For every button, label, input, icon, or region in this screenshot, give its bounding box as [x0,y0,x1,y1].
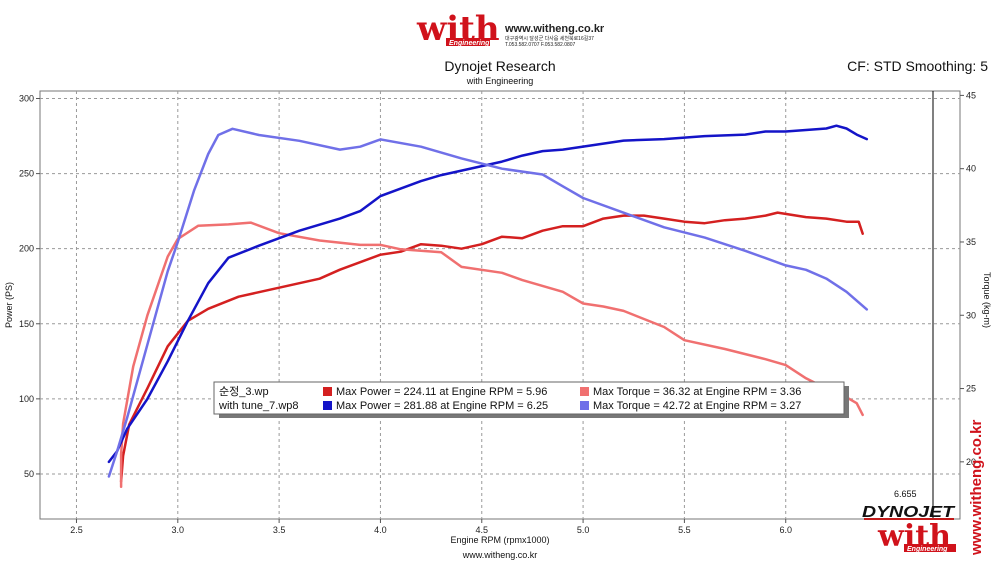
y2-tick-label: 20 [966,457,976,467]
header-logo-subtext: Engineering [449,40,490,47]
y-tick-label: 200 [19,244,34,254]
legend-swatch-run2-torque [580,401,589,410]
legend-file-2: with tune_7.wp8 [218,400,299,412]
x-tick-label: 3.5 [273,525,286,535]
y-tick-label: 150 [19,319,34,329]
x-tick-label: 4.0 [374,525,387,535]
y2-tick-label: 35 [966,237,976,247]
header-website: www.witheng.co.kr [504,23,605,35]
vertical-website: www.witheng.co.kr [968,420,985,556]
series-line-run2-torque [107,127,869,478]
footer-website: www.witheng.co.kr [462,550,538,560]
y2-tick-label: 30 [966,310,976,320]
legend-swatch-run2-power [323,401,332,410]
legend-run1-torque: Max Torque = 36.32 at Engine RPM = 3.36 [593,386,801,398]
footer-logo-bar [904,544,956,552]
legend-run2-power: Max Power = 281.88 at Engine RPM = 6.25 [336,400,548,412]
header-phone: T.053.582.0707 F.053.582.0807 [505,42,576,48]
footer-logo-subtext: Engineering [907,546,948,553]
x-tick-label: 5.5 [678,525,691,535]
chart-title: Dynojet Research [444,58,555,74]
chart-subtitle: with Engineering [466,76,534,86]
x-axis-label: Engine RPM (rpmx1000) [450,535,549,545]
x-axis: 2.5 3.0 3.5 4.0 4.5 5.0 5.5 6.0 [70,519,792,535]
grid-lines [40,91,960,519]
legend-box [213,381,845,415]
footer-logo: with Engineering [877,519,956,554]
y-tick-label: 250 [19,169,34,179]
y-tick-label: 100 [19,394,34,404]
x-tick-label: 2.5 [70,525,83,535]
legend-swatch-run1-power [323,387,332,396]
y-axis-right: 20 25 30 35 40 45 [960,90,976,467]
x-tick-label: 3.0 [172,525,185,535]
cursor-value: 6.655 [894,489,917,499]
y-tick-label: 50 [24,469,34,479]
header-logo-bar [446,38,490,46]
y-axis-left: 50 100 150 200 250 300 [19,94,40,479]
legend: 순정_3.wp Max Power = 224.11 at Engine RPM… [213,381,849,418]
legend-run2-torque: Max Torque = 42.72 at Engine RPM = 3.27 [593,400,801,412]
series-line-run1-power [119,211,864,483]
x-tick-label: 5.0 [577,525,590,535]
legend-file-1: 순정_3.wp [219,385,269,398]
header-logo: with Engineering [416,9,500,49]
dynojet-logo: DYNOJET [862,504,955,521]
x-tick-label: 6.0 [779,525,792,535]
y2-tick-label: 45 [966,90,976,100]
y-axis-label: Power (PS) [4,282,14,328]
cf-label: CF: STD Smoothing: 5 [847,58,988,74]
y2-axis-label: Torque (kg-m) [982,272,992,328]
plot-area [39,90,961,520]
y-tick-label: 300 [19,94,34,104]
y2-tick-label: 40 [966,164,976,174]
series-line-run2-power [107,124,869,464]
y2-tick-label: 25 [966,384,976,394]
header-address: 대구광역시 달성군 다사읍 세천북로16길37 [505,35,594,42]
legend-run1-power: Max Power = 224.11 at Engine RPM = 5.96 [336,386,547,398]
series-group [107,124,869,489]
x-tick-label: 4.5 [476,525,489,535]
legend-swatch-run1-torque [580,387,589,396]
series-line-run1-torque [119,221,864,489]
